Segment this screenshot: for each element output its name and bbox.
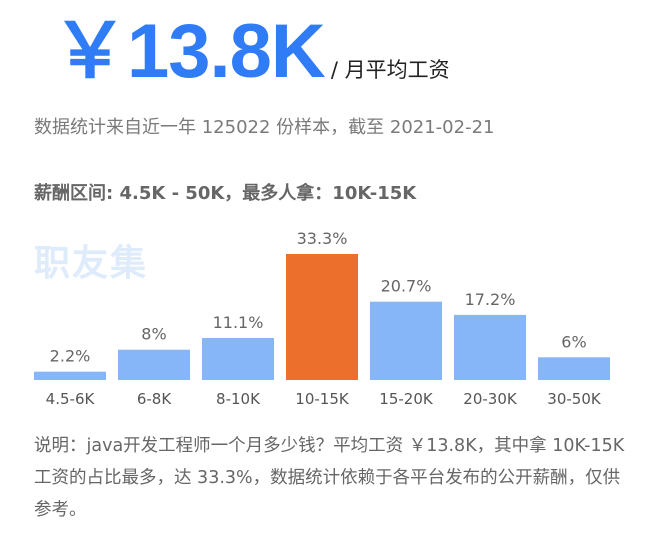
salary-distribution-chart: 2.2% 4.5-6K 8% 6-8K 11.1% 8-10K 33.3% 10-15K 20.… — [34, 229, 610, 408]
sample-statement: 数据统计来自近一年 125022 份样本，截至 2021-02-21 — [34, 117, 495, 138]
category-label-8-10K: 8-10K — [216, 390, 261, 408]
bar-10-15K — [286, 254, 358, 380]
bar-8-10K — [202, 338, 274, 380]
salary-range-statement: 薪酬区间: 4.5K - 50K，最多人拿：10K-15K — [34, 183, 417, 204]
average-salary-value: ￥13.8K — [52, 9, 326, 94]
value-label-15-20K: 20.7% — [381, 277, 432, 296]
category-label-30-50K: 30-50K — [547, 390, 602, 408]
bar-30-50K — [538, 357, 610, 380]
explanation-note: 说明：java开发工程师一个月多少钱？平均工资 ￥13.8K，其中拿 10K-1… — [34, 436, 625, 520]
value-label-10-15K: 33.3% — [297, 229, 348, 248]
value-label-6-8K: 8% — [141, 325, 166, 344]
bar-20-30K — [454, 314, 526, 380]
category-label-4.5-6K: 4.5-6K — [46, 390, 96, 408]
value-label-30-50K: 6% — [561, 332, 586, 351]
bar-6-8K — [118, 349, 190, 380]
category-label-10-15K: 10-15K — [295, 390, 350, 408]
average-salary-headline: ￥13.8K / 月平均工资 — [52, 14, 450, 90]
value-label-4.5-6K: 2.2% — [50, 347, 91, 366]
bar-4.5-6K — [34, 371, 106, 380]
category-label-20-30K: 20-30K — [463, 390, 518, 408]
watermark-logo: 职友集 — [34, 243, 149, 284]
category-label-6-8K: 6-8K — [137, 390, 172, 408]
category-label-15-20K: 15-20K — [379, 390, 434, 408]
bar-15-20K — [370, 301, 442, 380]
value-label-8-10K: 11.1% — [213, 313, 264, 332]
value-label-20-30K: 17.2% — [465, 290, 516, 309]
average-salary-unit: / 月平均工资 — [330, 58, 450, 82]
